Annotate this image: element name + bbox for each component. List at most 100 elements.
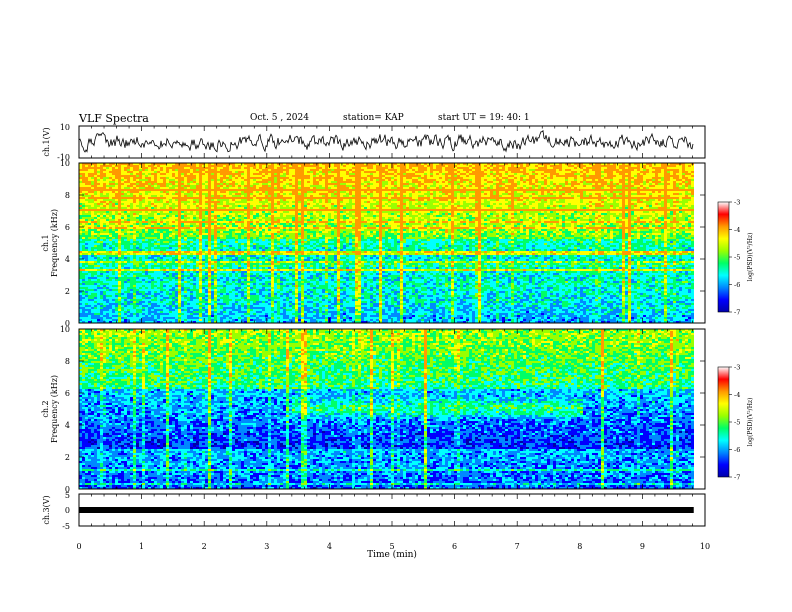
spectrogram-cell [175, 307, 178, 309]
spectrogram-cell [199, 223, 202, 225]
spectrogram-cell [88, 167, 91, 169]
spectrogram-cell [136, 279, 139, 281]
spectrogram-cell [169, 305, 172, 307]
spectrogram-cell [85, 259, 88, 261]
spectrogram-cell [241, 247, 244, 249]
spectrogram-cell [178, 181, 181, 183]
spectrogram-cell [124, 245, 127, 247]
spectrogram-cell [157, 317, 160, 319]
spectrogram-cell [121, 295, 124, 297]
spectrogram-cell [199, 285, 202, 287]
spectrogram-cell [202, 319, 205, 321]
spectrogram-cell [157, 229, 160, 231]
spectrogram-cell [115, 271, 118, 273]
spectrogram-cell [97, 279, 100, 281]
spectrogram-cell [172, 307, 175, 309]
spectrogram-cell [103, 251, 106, 253]
spectrogram-cell [241, 277, 244, 279]
spectrogram-cell [241, 275, 244, 277]
spectrogram-cell [172, 219, 175, 221]
spectrogram-cell [247, 211, 250, 213]
spectrogram-cell [241, 213, 244, 215]
spectrogram-cell [154, 249, 157, 251]
spectrogram-cell [124, 301, 127, 303]
spectrogram-cell [151, 223, 154, 225]
spectrogram-cell [169, 195, 172, 197]
spectrogram-cell [211, 245, 214, 247]
spectrogram-cell [187, 209, 190, 211]
spectrogram-cell [106, 165, 109, 167]
spectrogram-cell [178, 225, 181, 227]
spectrogram-cell [250, 193, 253, 195]
spectrogram-cell [91, 315, 94, 317]
spectrogram-cell [88, 219, 91, 221]
spectrogram-cell [187, 289, 190, 291]
spectrogram-cell [142, 227, 145, 229]
spectrogram-cell [82, 237, 85, 239]
spectrogram-cell [133, 315, 136, 317]
spectrogram-cell [208, 265, 211, 267]
spectrogram-cell [214, 289, 217, 291]
spectrogram-cell [259, 183, 262, 185]
spectrogram-cell [169, 301, 172, 303]
spectrogram-cell [250, 237, 253, 239]
spectrogram-cell [184, 289, 187, 291]
spectrogram-cell [124, 273, 127, 275]
spectrogram-cell [208, 301, 211, 303]
spectrogram-cell [229, 223, 232, 225]
spectrogram-cell [211, 259, 214, 261]
spectrogram-cell [253, 311, 256, 313]
spectrogram-cell [85, 295, 88, 297]
spectrogram-cell [211, 185, 214, 187]
spectrogram-cell [115, 191, 118, 193]
spectrogram-cell [181, 261, 184, 263]
spectrogram-cell [247, 311, 250, 313]
spectrogram-cell [163, 221, 166, 223]
spectrogram-cell [256, 219, 259, 221]
spectrogram-cell [85, 243, 88, 245]
spectrogram-cell [247, 241, 250, 243]
spectrogram-cell [196, 167, 199, 169]
spectrogram-cell [85, 297, 88, 299]
spectrogram-cell [106, 285, 109, 287]
spectrogram-cell [145, 239, 148, 241]
spectrogram-cell [88, 273, 91, 275]
spectrogram-cell [145, 315, 148, 317]
spectrogram-cell [160, 285, 163, 287]
spectrogram-cell [106, 259, 109, 261]
spectrogram-cell [85, 181, 88, 183]
spectrogram-cell [190, 297, 193, 299]
spectrogram-cell [169, 289, 172, 291]
spectrogram-cell [226, 275, 229, 277]
spectrogram-cell [259, 301, 262, 303]
spectrogram-cell [175, 317, 178, 319]
spectrogram-cell [214, 261, 217, 263]
spectrogram-cell [157, 311, 160, 313]
spectrogram-cell [94, 281, 97, 283]
spectrogram-cell [184, 205, 187, 207]
spectrogram-cell [103, 183, 106, 185]
spectrogram-cell [106, 283, 109, 285]
spectrogram-cell [127, 249, 130, 251]
spectrogram-cell [94, 175, 97, 177]
spectrogram-cell [100, 253, 103, 255]
spectrogram-cell [232, 269, 235, 271]
spectrogram-cell [148, 235, 151, 237]
spectrogram-cell [136, 271, 139, 273]
spectrogram-cell [112, 317, 115, 319]
spectrogram-cell [94, 279, 97, 281]
spectrogram-cell [151, 307, 154, 309]
spectrogram-cell [145, 209, 148, 211]
spectrogram-cell [172, 293, 175, 295]
spectrogram-cell [169, 225, 172, 227]
spectrogram-cell [172, 251, 175, 253]
spectrogram-cell [244, 255, 247, 257]
spectrogram-cell [109, 245, 112, 247]
spectrogram-cell [118, 267, 121, 269]
spectrogram-cell [127, 201, 130, 203]
spectrogram-cell [169, 201, 172, 203]
spectrogram-cell [214, 303, 217, 305]
spectrogram-cell [217, 269, 220, 271]
spectrogram-cell [151, 175, 154, 177]
spectrogram-cell [124, 277, 127, 279]
